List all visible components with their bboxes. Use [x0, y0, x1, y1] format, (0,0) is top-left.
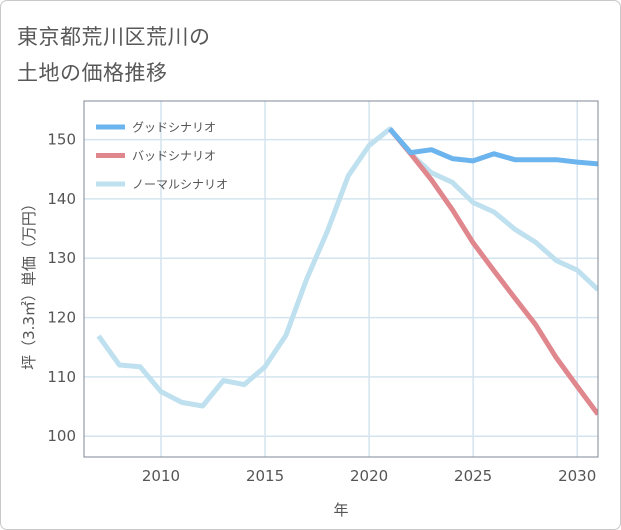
series-lines: [96, 126, 598, 416]
y-tick-label: 130: [47, 249, 76, 267]
x-tick-label: 2030: [558, 467, 596, 485]
plot-frame: [83, 100, 599, 458]
y-tick-label: 150: [47, 131, 76, 149]
grid-lines: [84, 101, 598, 457]
y-tick-label: 120: [47, 309, 76, 327]
y-tick-label: 110: [47, 368, 76, 386]
x-axis-title: 年: [333, 501, 348, 519]
series-line-normal: [96, 126, 598, 409]
x-tick-label: 2015: [246, 467, 284, 485]
chart-title-line-1: 東京都荒川区荒川の: [17, 25, 211, 49]
chart-title-line-2: 土地の価格推移: [17, 61, 168, 85]
legend-label-bad: バッドシナリオ: [132, 149, 216, 163]
tick-labels: 2010 2015 2020 2025 2030 100 110 120 130 140 150: [47, 131, 596, 485]
legend-label-normal: ノーマルシナリオ: [132, 178, 228, 192]
legend-label-good: グッドシナリオ: [132, 121, 216, 135]
series-line-good: [388, 127, 598, 167]
x-tick-label: 2010: [142, 467, 180, 485]
x-tick-label: 2025: [454, 467, 492, 485]
y-tick-label: 100: [47, 427, 76, 445]
x-tick-label: 2020: [350, 467, 388, 485]
series-line-bad: [387, 127, 598, 416]
y-axis-title: 坪（3.3㎡）単価（万円）: [20, 196, 38, 370]
y-tick-label: 140: [47, 190, 76, 208]
